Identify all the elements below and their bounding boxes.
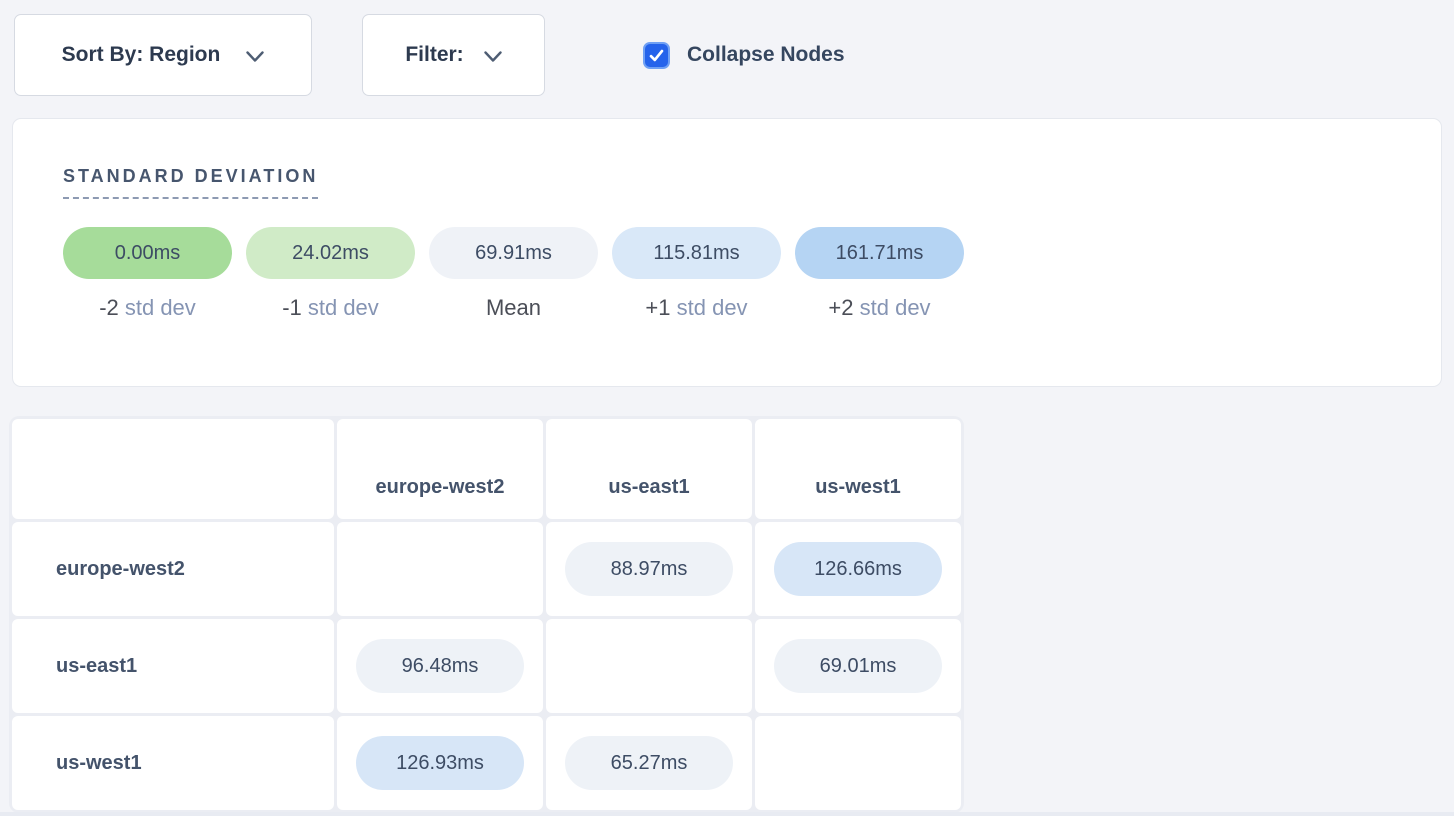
table-row: us-west1 126.93ms 65.27ms [12, 716, 961, 810]
matrix-cell: 69.01ms [755, 619, 961, 713]
legend-label: -2 std dev [99, 295, 196, 321]
matrix-cell-self [337, 522, 543, 616]
matrix-cell-self [546, 619, 752, 713]
collapse-nodes-checkbox[interactable] [643, 41, 670, 69]
collapse-nodes-toggle: Collapse Nodes [643, 41, 845, 69]
matrix-cell: 88.97ms [546, 522, 752, 616]
legend-label: +1 std dev [645, 295, 747, 321]
sort-by-label: Sort By: Region [61, 43, 221, 66]
filter-dropdown[interactable]: Filter: [362, 14, 545, 96]
legend-item: 0.00ms -2 std dev [63, 227, 232, 321]
legend-label-suffix: std dev [853, 295, 931, 320]
legend-item: 115.81ms +1 std dev [612, 227, 781, 321]
toolbar: Sort By: Region Filter: Collapse Nodes [14, 14, 845, 96]
legend-label-suffix: std dev [118, 295, 196, 320]
latency-pill: 69.01ms [774, 639, 942, 693]
latency-pill: 65.27ms [565, 736, 733, 790]
card-title: STANDARD DEVIATION [63, 166, 319, 199]
row-header-us-west1: us-west1 [12, 716, 334, 810]
latency-pill: 126.93ms [356, 736, 524, 790]
latency-pill: 96.48ms [356, 639, 524, 693]
matrix-cell: 126.66ms [755, 522, 961, 616]
legend-label-prefix: Mean [485, 295, 542, 320]
matrix-cell: 126.93ms [337, 716, 543, 810]
legend-label-prefix: +2 [828, 295, 854, 320]
row-header-europe-west2: europe-west2 [12, 522, 334, 616]
filter-label: Filter: [405, 43, 464, 66]
legend-label-prefix: -1 [282, 295, 302, 320]
latency-matrix: europe-west2 us-east1 us-west1 europe-we… [9, 416, 964, 813]
legend-pill: 115.81ms [612, 227, 781, 279]
legend-item: 69.91ms Mean [429, 227, 598, 321]
matrix-cell: 65.27ms [546, 716, 752, 810]
matrix-header-row: europe-west2 us-east1 us-west1 [12, 419, 961, 519]
latency-pill: 126.66ms [774, 542, 942, 596]
table-row: us-east1 96.48ms 69.01ms [12, 619, 961, 713]
matrix-corner-cell [12, 419, 334, 519]
std-deviation-card: STANDARD DEVIATION 0.00ms -2 std dev 24.… [12, 118, 1442, 387]
latency-pill: 88.97ms [565, 542, 733, 596]
legend-item: 24.02ms -1 std dev [246, 227, 415, 321]
std-dev-legend: 0.00ms -2 std dev 24.02ms -1 std dev 69.… [63, 227, 1391, 321]
bottom-divider [0, 812, 1454, 816]
legend-label: +2 std dev [828, 295, 930, 321]
legend-item: 161.71ms +2 std dev [795, 227, 964, 321]
collapse-nodes-label[interactable]: Collapse Nodes [687, 43, 845, 66]
legend-label-suffix: std dev [301, 295, 379, 320]
legend-label-prefix: +1 [645, 295, 671, 320]
legend-pill: 69.91ms [429, 227, 598, 279]
chevron-down-icon [483, 50, 502, 62]
matrix-cell: 96.48ms [337, 619, 543, 713]
matrix-cell-self [755, 716, 961, 810]
col-header-us-west1: us-west1 [755, 419, 961, 519]
legend-label: -1 std dev [282, 295, 379, 321]
legend-label-suffix: std dev [670, 295, 748, 320]
col-header-europe-west2: europe-west2 [337, 419, 543, 519]
legend-pill: 0.00ms [63, 227, 232, 279]
latency-matrix-container: europe-west2 us-east1 us-west1 europe-we… [9, 416, 964, 813]
col-header-us-east1: us-east1 [546, 419, 752, 519]
legend-label: Mean [486, 295, 541, 321]
table-row: europe-west2 88.97ms 126.66ms [12, 522, 961, 616]
legend-pill: 161.71ms [795, 227, 964, 279]
legend-pill: 24.02ms [246, 227, 415, 279]
legend-label-prefix: -2 [99, 295, 119, 320]
chevron-down-icon [246, 50, 265, 62]
checkmark-icon [649, 49, 664, 61]
row-header-us-east1: us-east1 [12, 619, 334, 713]
sort-by-dropdown[interactable]: Sort By: Region [14, 14, 312, 96]
